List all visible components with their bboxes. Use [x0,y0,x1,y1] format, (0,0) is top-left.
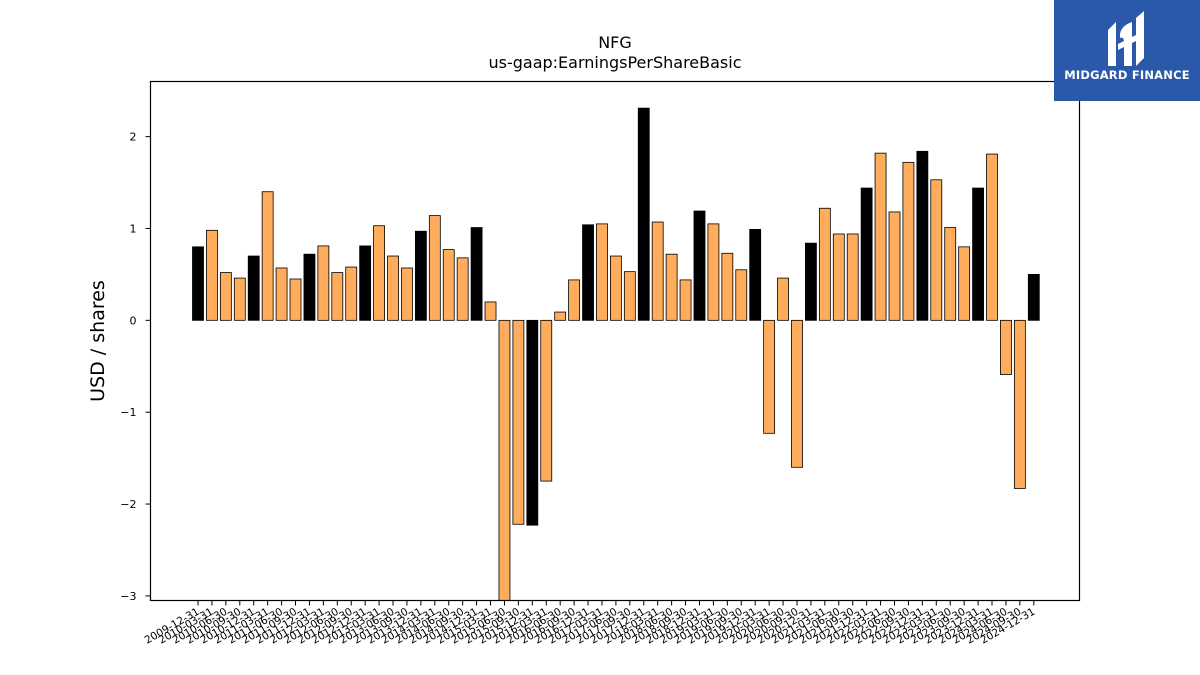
plot-frame [149,80,1081,602]
bar-2020-06-30 [777,277,789,321]
bar-2018-03-31 [651,221,664,321]
logo-mark-icon [1108,11,1144,66]
bar-2021-03-31 [818,207,831,321]
bar-2010-03-31 [206,229,218,321]
y-tick-label: −3 [120,590,136,603]
bar-2009-12-31 [192,246,204,321]
bar-2023-09-30 [958,246,971,321]
bar-2017-03-31 [596,223,608,321]
bar-2019-09-30 [735,269,748,321]
y-axis-ticks: −3 −2 −1 0 1 2 [120,131,151,603]
bar-2012-03-31 [317,245,330,321]
bar-2018-06-30 [665,253,678,321]
bar-2024-06-30 [1000,319,1012,375]
bar-2012-12-31 [359,245,372,321]
bar-2016-09-30 [568,279,581,321]
bar-2013-06-30 [387,255,399,321]
bar-2011-06-30 [275,267,288,321]
bar-2021-12-31 [860,187,873,321]
bar-2023-06-30 [944,227,957,321]
bar-2013-09-30 [401,267,413,321]
x-axis-ticks: 2009-12-312010-03-312010-06-302010-09-30… [143,600,1037,647]
bar-2021-09-30 [846,233,859,321]
bar-2016-06-30 [554,311,567,321]
bar-2020-09-30 [791,319,803,468]
bar-2010-12-31 [247,255,260,321]
bar-2019-12-31 [749,228,762,321]
y-tick-label: 2 [130,131,137,144]
bar-2015-09-30 [512,319,525,525]
bar-2024-09-30 [1013,319,1026,489]
bar-2011-03-31 [261,191,274,321]
bar-2018-09-30 [679,279,692,321]
bar-2014-03-31 [428,215,441,321]
bar-2011-12-31 [303,253,316,321]
bar-2015-12-31 [526,319,539,526]
bar-2012-09-30 [345,266,358,321]
bar-2022-12-31 [916,150,929,321]
bar-2014-09-30 [456,257,469,321]
bar-2010-06-30 [219,272,232,321]
bar-2011-09-30 [289,278,302,321]
bar-2019-03-31 [707,223,720,321]
bar-2013-12-31 [414,230,427,321]
y-tick-label: −2 [120,498,136,511]
y-tick-label: 0 [130,314,137,327]
bar-2019-06-30 [721,252,734,321]
bar-2017-06-30 [610,255,622,321]
y-tick-label: −1 [120,406,136,419]
bar-2024-12-31 [1027,273,1040,321]
bar-2015-03-31 [484,301,497,321]
bar-2020-12-31 [805,242,817,321]
bar-2016-12-31 [582,224,594,321]
bar-2021-06-30 [832,233,845,321]
bar-2017-12-31 [637,107,650,321]
bar-2023-12-31 [972,187,984,321]
y-axis-label: USD / shares [87,280,109,402]
bar-2020-03-31 [763,319,776,434]
brand-name: MIDGARD FINANCE [1064,68,1190,82]
chart-title: NFG [598,33,632,52]
y-tick-label: 1 [130,222,137,235]
bar-2024-03-31 [986,153,998,321]
bar-2022-09-30 [902,161,915,321]
bar-2013-03-31 [373,225,385,321]
bar-2016-03-31 [540,319,553,482]
bar-2022-06-30 [888,211,901,321]
bar-2023-03-31 [930,179,943,321]
bar-2018-12-31 [693,210,706,321]
bar-2014-06-30 [442,249,455,321]
bar-2014-12-31 [470,227,483,321]
bar-2012-06-30 [331,272,344,321]
bars-group [192,107,1040,601]
bar-2022-03-31 [874,152,887,321]
bar-2010-09-30 [233,277,246,321]
bar-2017-09-30 [623,271,636,321]
midgard-finance-logo: MIDGARD FINANCE [1054,0,1200,101]
chart-subtitle: us-gaap:EarningsPerShareBasic [488,53,741,72]
bar-2015-06-30 [498,319,511,601]
